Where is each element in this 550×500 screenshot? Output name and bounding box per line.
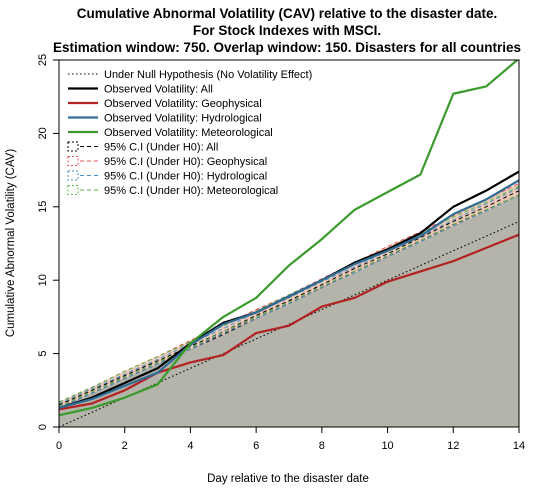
y-tick-label: 15 <box>37 201 49 213</box>
legend-swatch-box <box>67 141 79 152</box>
chart-title-line-3: Estimation window: 750. Overlap window: … <box>53 40 521 55</box>
ci-lower-line <box>59 194 519 407</box>
shaded-region <box>59 195 519 427</box>
axes: 0 2 4 6 8 10 12 14 0 5 10 15 20 25 <box>37 54 525 452</box>
legend-item: 95% C.I (Under H0): Meteorological <box>67 185 278 197</box>
legend-swatch-box <box>67 185 79 195</box>
legend-label: Observed Volatility: Hydrological <box>104 113 262 125</box>
legend-label: Observed Volatility: Meteorological <box>104 127 273 139</box>
legend-label: 95% C.I (Under H0): Hydrological <box>104 171 267 183</box>
legend-label: Observed Volatility: Geophysical <box>104 98 262 110</box>
plot-area <box>59 60 519 427</box>
y-tick-label: 0 <box>37 424 49 430</box>
x-tick-label: 12 <box>447 440 459 452</box>
x-tick-label: 6 <box>253 440 259 452</box>
legend-item: 95% C.I (Under H0): All <box>67 141 218 154</box>
legend-item: Under Null Hypothesis (No Volatility Eff… <box>68 69 312 81</box>
y-tick-label: 25 <box>37 54 49 66</box>
y-axis-title: Cumulative Abnormal Volatility (CAV) <box>5 149 17 337</box>
ci-lower-line <box>59 194 519 409</box>
legend-swatch-box <box>67 170 79 181</box>
y-tick-label: 10 <box>37 274 49 286</box>
series-line <box>59 233 519 411</box>
legend-item: 95% C.I (Under H0): Hydrological <box>67 170 267 183</box>
legend-label: 95% C.I (Under H0): Geophysical <box>104 156 267 168</box>
legend-item: Observed Volatility: Meteorological <box>68 127 273 139</box>
x-tick-label: 8 <box>319 440 325 452</box>
legend-label: 95% C.I (Under H0): All <box>104 142 218 154</box>
ci-upper-line <box>59 190 519 406</box>
legend-swatch-box <box>67 156 79 166</box>
legend-label: 95% C.I (Under H0): Meteorological <box>104 185 278 197</box>
x-tick-label: 10 <box>381 440 393 452</box>
x-tick-label: 4 <box>187 440 193 452</box>
legend-item: 95% C.I (Under H0): Geophysical <box>67 156 267 168</box>
x-tick-label: 2 <box>122 440 128 452</box>
series-line <box>59 60 519 417</box>
x-tick-label: 14 <box>513 440 525 452</box>
legend: Under Null Hypothesis (No Volatility Eff… <box>67 69 312 197</box>
legend-label: Observed Volatility: All <box>104 84 213 96</box>
legend-item: Observed Volatility: Geophysical <box>68 98 262 110</box>
x-tick-label: 0 <box>56 440 62 452</box>
series-line <box>59 179 519 409</box>
legend-item: Observed Volatility: All <box>68 84 213 96</box>
x-axis-title: Day relative to the disaster date <box>207 473 369 485</box>
y-tick-label: 20 <box>37 127 49 139</box>
ci-upper-line <box>59 187 519 404</box>
plot-frame <box>58 59 520 428</box>
plot-content <box>59 60 519 427</box>
y-tick-label: 5 <box>37 351 49 357</box>
legend-item: Observed Volatility: Hydrological <box>68 113 262 125</box>
legend-label: Under Null Hypothesis (No Volatility Eff… <box>104 69 312 81</box>
chart-title-line-2: For Stock Indexes with MSCI. <box>193 23 381 38</box>
chart-title-line-1: Cumulative Abnormal Volatility (CAV) rel… <box>77 6 498 21</box>
